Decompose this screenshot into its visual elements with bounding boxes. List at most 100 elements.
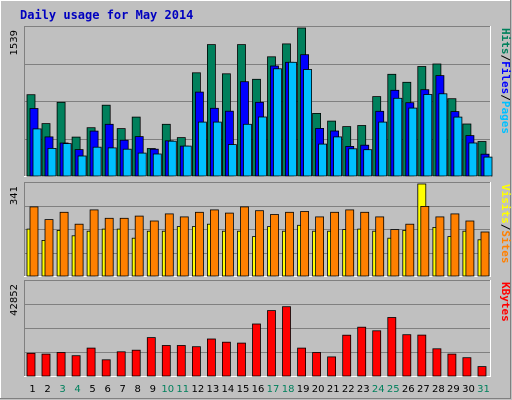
bar-sites-day-9 (149, 220, 159, 277)
bar-pages-day-28 (438, 93, 448, 177)
bar-sites-day-7 (119, 217, 129, 277)
bar-pages-day-2 (47, 147, 57, 177)
bar-pages-day-20 (318, 143, 328, 177)
bar-kbytes-day-20 (312, 352, 322, 377)
x-tick-label-30: 30 (462, 384, 475, 395)
bar-sites-day-31 (480, 231, 490, 277)
x-tick-label-29: 29 (447, 384, 460, 395)
panel-visits: 341 Visits/Sites (9, 182, 512, 277)
legend-text-hits: Hits/Files/Pages (499, 28, 512, 134)
legend-separator: / (499, 224, 512, 231)
y-max-label-visits: 341 (9, 186, 20, 205)
bar-kbytes-day-9 (146, 337, 156, 377)
x-tick-label-27: 27 (417, 384, 430, 395)
bar-sites-day-30 (465, 220, 475, 277)
legend-entry-visits: Visits (499, 184, 512, 224)
bar-sites-day-8 (134, 215, 144, 277)
bar-kbytes-day-11 (176, 345, 186, 377)
bar-sites-day-12 (194, 211, 204, 277)
bar-sites-day-19 (300, 211, 310, 277)
bar-kbytes-day-27 (417, 334, 427, 377)
bar-sites-day-2 (44, 219, 54, 277)
bar-pages-day-24 (378, 121, 388, 177)
legend-separator: / (499, 55, 512, 62)
x-tick-label-7: 7 (120, 384, 126, 395)
bar-kbytes-day-18 (282, 306, 291, 377)
bar-kbytes-day-2 (41, 353, 51, 377)
bar-kbytes-day-3 (56, 352, 66, 377)
bar-kbytes-day-28 (432, 348, 442, 377)
bar-pages-day-15 (243, 123, 252, 177)
bar-kbytes-day-23 (357, 326, 367, 377)
x-tick-label-24: 24 (372, 384, 385, 395)
bar-pages-day-13 (212, 121, 222, 177)
bar-pages-day-19 (303, 69, 313, 177)
x-tick-label-2: 2 (44, 384, 50, 395)
bar-sites-day-16 (255, 210, 264, 277)
x-tick-label-28: 28 (432, 384, 445, 395)
bar-kbytes-day-19 (297, 347, 307, 377)
bar-pages-day-4 (77, 155, 87, 177)
y-max-label-hits: 1539 (9, 30, 20, 55)
bar-sites-day-28 (435, 216, 445, 277)
bar-sites-day-17 (270, 214, 279, 277)
legend-separator: / (499, 94, 512, 101)
bar-sites-day-10 (164, 213, 174, 277)
bar-pages-day-31 (483, 156, 493, 177)
bar-pages-day-21 (333, 136, 343, 177)
bar-sites-day-13 (209, 209, 219, 277)
x-tick-label-16: 16 (252, 384, 265, 395)
legend-entry-files: Files (499, 61, 512, 94)
panel-kbytes: 42852 KBytes (9, 280, 512, 377)
bar-pages-day-3 (62, 143, 72, 177)
bar-kbytes-day-15 (237, 342, 246, 377)
bar-sites-day-29 (450, 213, 460, 277)
bar-pages-day-10 (167, 140, 177, 177)
x-tick-label-21: 21 (327, 384, 340, 395)
bar-sites-day-20 (315, 216, 325, 277)
legend-text-kbytes: KBytes (499, 282, 512, 322)
x-tick-label-22: 22 (342, 384, 355, 395)
bar-pages-day-27 (423, 94, 433, 177)
bar-pages-day-6 (107, 147, 117, 177)
legend-visits: Visits/Sites (499, 184, 512, 264)
bar-pages-day-17 (273, 68, 282, 177)
bar-sites-day-23 (360, 211, 370, 277)
bar-pages-day-30 (468, 142, 478, 177)
x-tick-label-12: 12 (192, 384, 205, 395)
x-tick-label-1: 1 (29, 384, 35, 395)
bar-sites-day-4 (74, 223, 84, 277)
bar-sites-day-6 (104, 217, 114, 277)
x-tick-label-25: 25 (387, 384, 400, 395)
bar-kbytes-day-7 (116, 351, 126, 377)
bar-kbytes-day-22 (342, 334, 352, 377)
bar-pages-day-29 (453, 116, 463, 177)
bar-kbytes-day-8 (131, 349, 141, 377)
bar-pages-day-9 (152, 153, 162, 177)
bar-pages-day-25 (393, 97, 403, 177)
x-tick-label-3: 3 (59, 384, 65, 395)
bar-sites-day-14 (224, 212, 234, 277)
x-tick-label-23: 23 (357, 384, 370, 395)
bar-pages-day-1 (32, 128, 42, 177)
x-tick-label-20: 20 (312, 384, 325, 395)
x-tick-label-6: 6 (105, 384, 111, 395)
legend-entry-sites: Sites (499, 230, 512, 263)
bar-sites-day-5 (89, 209, 99, 277)
bar-kbytes-day-26 (402, 334, 412, 377)
bar-kbytes-day-12 (191, 346, 201, 377)
x-tick-label-14: 14 (222, 384, 235, 395)
legend-entry-pages: Pages (499, 101, 512, 134)
bar-kbytes-day-31 (477, 366, 487, 377)
bar-pages-day-26 (408, 107, 418, 177)
bar-pages-day-18 (288, 61, 297, 177)
bar-kbytes-day-13 (206, 338, 216, 377)
bar-kbytes-day-24 (372, 330, 382, 377)
bar-sites-day-27 (420, 205, 430, 277)
bar-kbytes-day-30 (462, 357, 472, 377)
legend-text-visits: Visits/Sites (499, 184, 512, 264)
bar-kbytes-day-25 (387, 317, 397, 377)
x-tick-label-19: 19 (297, 384, 310, 395)
bar-kbytes-day-4 (71, 355, 81, 377)
